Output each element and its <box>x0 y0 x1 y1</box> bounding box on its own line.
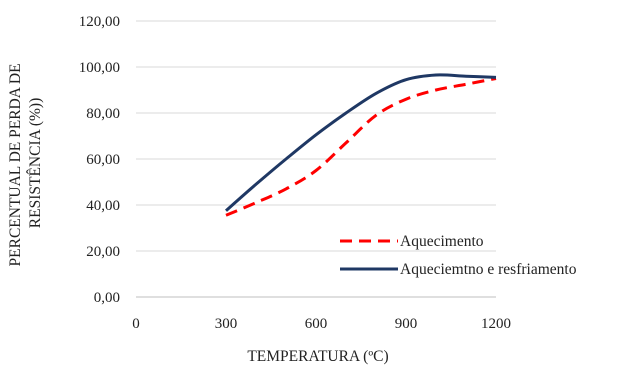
y-tick-label: 20,00 <box>86 244 120 260</box>
x-tick-label: 1200 <box>481 316 511 332</box>
x-tick-label: 600 <box>305 316 328 332</box>
y-tick-label: 120,00 <box>79 14 120 30</box>
x-tick-label: 300 <box>215 316 238 332</box>
x-tick-label: 900 <box>395 316 418 332</box>
x-axis-title: TEMPERATURA (ºC) <box>247 348 388 365</box>
legend-label-aquecimento: Aquecimento <box>400 233 484 250</box>
y-tick-label: 80,00 <box>86 106 120 122</box>
y-axis-title-line-1: PERCENTUAL DE PERDA DE <box>7 63 24 266</box>
y-tick-labels: 0,00 20,00 40,00 60,00 80,00 100,00 120,00 <box>79 14 120 306</box>
y-tick-label: 100,00 <box>79 60 120 76</box>
y-tick-label: 40,00 <box>86 198 120 214</box>
legend-label-aqueciemtno-e-resfriamento: Aqueciemtno e resfriamento <box>400 261 577 278</box>
legend: Aquecimento Aqueciemtno e resfriamento <box>340 233 577 278</box>
y-tick-label: 0,00 <box>94 290 120 306</box>
y-tick-label: 60,00 <box>86 152 120 168</box>
x-tick-label: 0 <box>132 316 140 332</box>
series-line-aquecimento <box>226 79 496 216</box>
y-axis-title-line-2: RESISTÊNCIA (%)) <box>27 98 44 228</box>
x-tick-labels: 0 300 600 900 1200 <box>132 316 511 332</box>
series-lines <box>226 75 496 215</box>
series-line-aqueciemtno-e-resfriamento <box>226 75 496 211</box>
y-axis-title: PERCENTUAL DE PERDA DE RESISTÊNCIA (%)) <box>7 60 44 267</box>
